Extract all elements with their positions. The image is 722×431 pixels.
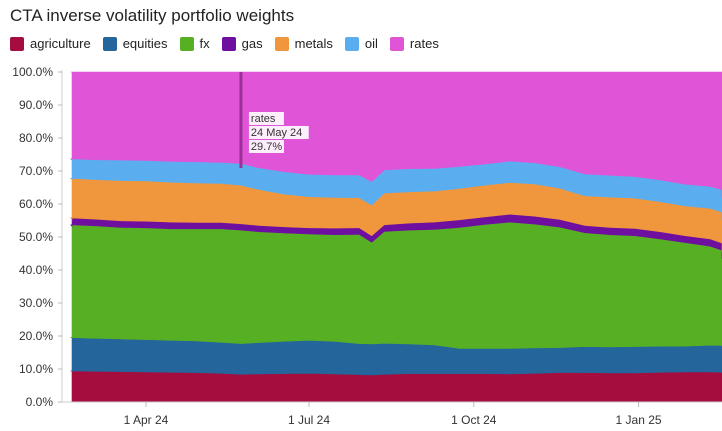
- y-tick-label: 90.0%: [19, 98, 53, 112]
- legend-item-oil[interactable]: oil: [344, 36, 378, 51]
- legend-swatch-gas: [221, 36, 236, 51]
- legend-label-agriculture: agriculture: [30, 36, 91, 51]
- y-tick-label: 50.0%: [19, 230, 53, 244]
- x-tick-label: 1 Apr 24: [124, 413, 169, 427]
- y-tick-label: 20.0%: [19, 329, 53, 343]
- y-tick-label: 40.0%: [19, 263, 53, 277]
- tooltip-bg: [248, 126, 309, 139]
- y-tick-label: 70.0%: [19, 164, 53, 178]
- y-tick-label: 0.0%: [26, 395, 54, 409]
- y-tick-label: 80.0%: [19, 131, 53, 145]
- area-fx[interactable]: [70, 221, 722, 349]
- legend-swatch-fx: [179, 36, 194, 51]
- x-tick-label: 1 Jul 24: [288, 413, 330, 427]
- chart-title: CTA inverse volatility portfolio weights: [10, 6, 295, 25]
- legend-label-metals: metals: [294, 36, 333, 51]
- legend-swatch-rates: [389, 36, 404, 51]
- legend-item-metals[interactable]: metals: [274, 36, 333, 51]
- chart-legend: agriculture equities fx gas metals oil rates: [10, 36, 451, 51]
- area-rates[interactable]: [70, 71, 722, 198]
- tooltip-value: 29.7%: [251, 141, 282, 153]
- x-tick-label: 1 Oct 24: [451, 413, 497, 427]
- legend-swatch-metals: [274, 36, 289, 51]
- y-tick-label: 100.0%: [12, 65, 53, 79]
- tooltip-series-name: rates: [251, 113, 276, 125]
- tooltip-date: 24 May 24: [251, 127, 302, 139]
- legend-item-fx[interactable]: fx: [179, 36, 210, 51]
- legend-item-rates[interactable]: rates: [389, 36, 439, 51]
- legend-label-gas: gas: [241, 36, 263, 51]
- tooltip-bg: [248, 112, 284, 125]
- area-agriculture[interactable]: [70, 370, 722, 403]
- legend-label-equities: equities: [122, 36, 168, 51]
- y-tick-label: 30.0%: [19, 296, 53, 310]
- y-tick-label: 60.0%: [19, 197, 53, 211]
- x-tick-label: 1 Jan 25: [616, 413, 662, 427]
- legend-item-agriculture[interactable]: agriculture: [10, 36, 91, 51]
- legend-item-equities[interactable]: equities: [102, 36, 168, 51]
- legend-swatch-oil: [344, 36, 359, 51]
- y-tick-label: 10.0%: [19, 362, 53, 376]
- tooltip-bg: [248, 140, 284, 153]
- legend-swatch-equities: [102, 36, 117, 51]
- legend-swatch-agriculture: [10, 36, 24, 51]
- area-series-group: [69, 71, 722, 403]
- legend-item-gas[interactable]: gas: [221, 36, 263, 51]
- legend-label-rates: rates: [409, 36, 439, 51]
- hover-tooltip: rates 24 May 24 29.7%: [239, 72, 309, 169]
- legend-label-fx: fx: [199, 36, 210, 51]
- legend-label-oil: oil: [364, 36, 378, 51]
